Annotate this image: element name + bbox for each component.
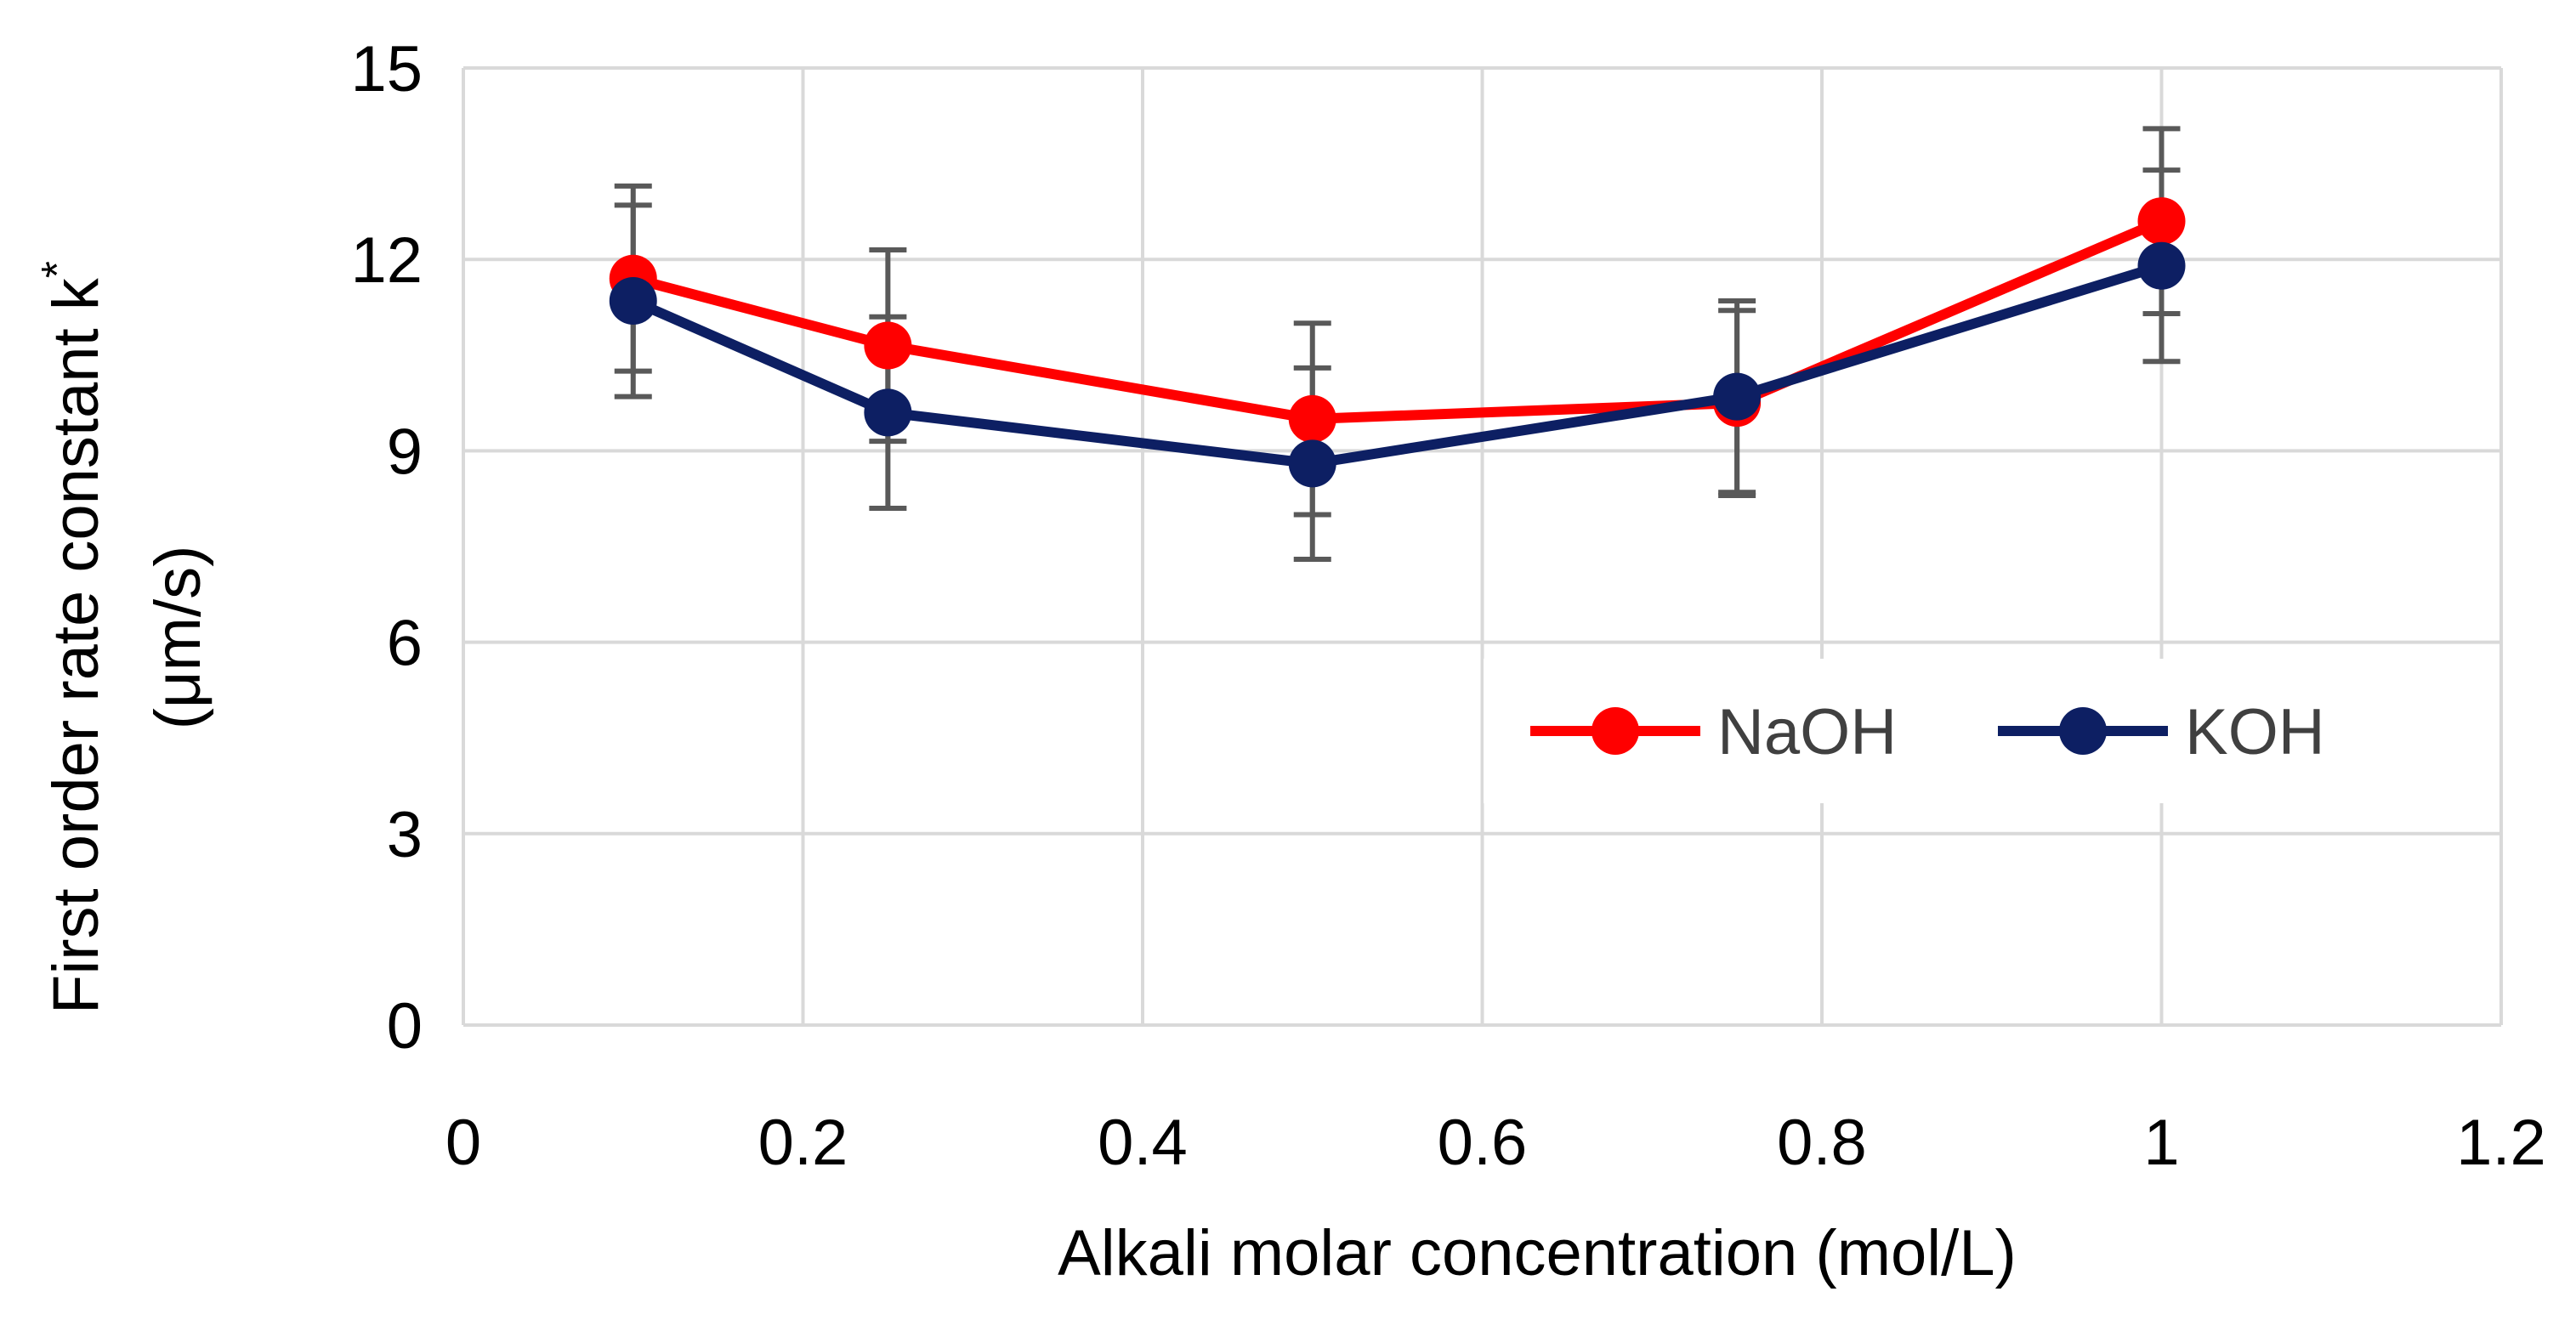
- y-tick-label: 0: [387, 990, 423, 1062]
- y-axis-title-line2: (μm/s): [142, 546, 214, 730]
- error-bars: [614, 126, 2181, 563]
- y-tick-label: 3: [387, 799, 423, 871]
- x-tick-label: 0.8: [1777, 1107, 1867, 1179]
- data-point-koh: [2137, 241, 2186, 290]
- legend-marker-koh: [2059, 707, 2107, 755]
- x-axis-title: Alkali molar concentration (mol/L): [1058, 1217, 2017, 1289]
- x-tick-labels: 0 0.2 0.4 0.6 0.8 1 1.2: [445, 1107, 2546, 1179]
- data-point-koh: [864, 388, 912, 437]
- x-tick-label: 1.2: [2456, 1107, 2546, 1179]
- data-point-koh: [1713, 372, 1762, 421]
- data-point-koh: [609, 276, 657, 325]
- y-tick-label: 15: [350, 33, 423, 105]
- x-tick-label: 0.2: [758, 1107, 848, 1179]
- y-tick-labels: 0 3 6 9 12 15: [350, 33, 423, 1062]
- x-tick-label: 0: [445, 1107, 481, 1179]
- legend: NaOH KOH: [1484, 659, 2453, 803]
- data-point-naoh: [2137, 197, 2186, 246]
- y-tick-label: 6: [387, 608, 423, 680]
- x-tick-label: 0.6: [1438, 1107, 1528, 1179]
- y-axis-title-line1: First order rate constant k: [40, 277, 112, 1014]
- x-tick-label: 0.4: [1098, 1107, 1188, 1179]
- data-point-naoh: [1288, 394, 1336, 443]
- series-line-naoh: [632, 216, 2164, 424]
- data-point-koh: [1288, 439, 1336, 488]
- gridlines: [462, 66, 2503, 1027]
- data-point-naoh: [864, 321, 912, 370]
- x-tick-label: 1: [2143, 1107, 2179, 1179]
- y-axis-title-superscript: *: [33, 261, 82, 278]
- series-lines: [609, 197, 2186, 488]
- series-line-koh: [631, 260, 2164, 469]
- y-axis-title: First order rate constant k* (μm/s): [33, 261, 214, 1014]
- y-tick-label: 9: [387, 416, 423, 488]
- legend-label-naoh: NaOH: [1717, 696, 1897, 768]
- y-tick-label: 12: [350, 224, 423, 297]
- legend-marker-naoh: [1592, 707, 1639, 755]
- legend-label-koh: KOH: [2185, 696, 2325, 768]
- svg-text:First order rate constant k*: First order rate constant k*: [33, 261, 112, 1014]
